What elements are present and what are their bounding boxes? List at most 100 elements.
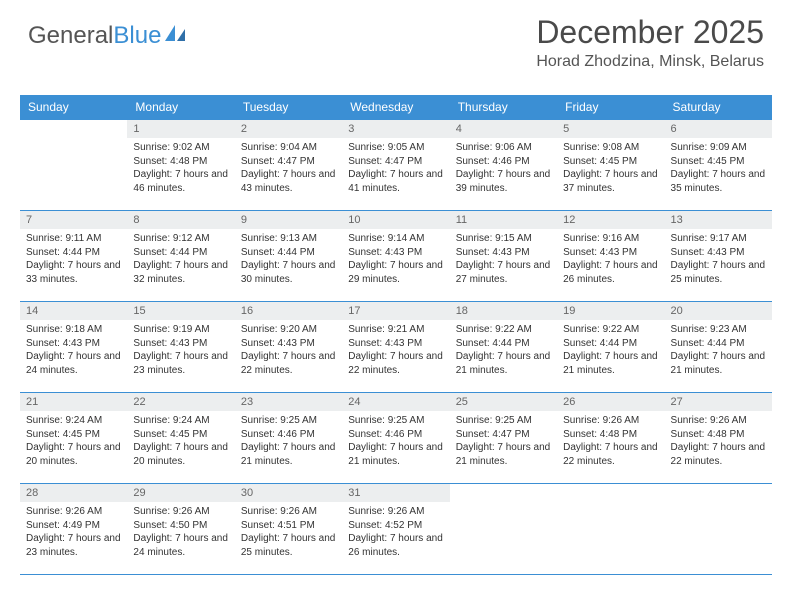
sunrise-line: Sunrise: 9:26 AM [563, 414, 658, 428]
day-details: Sunrise: 9:05 AMSunset: 4:47 PMDaylight:… [342, 138, 449, 201]
sunset-line: Sunset: 4:43 PM [241, 337, 336, 351]
day-number: 17 [342, 302, 449, 320]
calendar-cell [665, 484, 772, 574]
brand-part2: Blue [113, 22, 161, 50]
daylight-line: Daylight: 7 hours and 21 minutes. [241, 441, 336, 468]
day-number: 28 [20, 484, 127, 502]
sunrise-line: Sunrise: 9:09 AM [671, 141, 766, 155]
daylight-line: Daylight: 7 hours and 21 minutes. [456, 350, 551, 377]
daylight-line: Daylight: 7 hours and 20 minutes. [26, 441, 121, 468]
day-details: Sunrise: 9:15 AMSunset: 4:43 PMDaylight:… [450, 229, 557, 292]
weekday-header: Sunday [20, 100, 127, 114]
sunset-line: Sunset: 4:48 PM [563, 428, 658, 442]
day-details: Sunrise: 9:02 AMSunset: 4:48 PMDaylight:… [127, 138, 234, 201]
sunset-line: Sunset: 4:52 PM [348, 519, 443, 533]
sunset-line: Sunset: 4:44 PM [563, 337, 658, 351]
day-details: Sunrise: 9:26 AMSunset: 4:48 PMDaylight:… [665, 411, 772, 474]
calendar-cell: 6Sunrise: 9:09 AMSunset: 4:45 PMDaylight… [665, 120, 772, 210]
day-details: Sunrise: 9:22 AMSunset: 4:44 PMDaylight:… [450, 320, 557, 383]
sunrise-line: Sunrise: 9:16 AM [563, 232, 658, 246]
calendar-week: 1Sunrise: 9:02 AMSunset: 4:48 PMDaylight… [20, 119, 772, 211]
daylight-line: Daylight: 7 hours and 35 minutes. [671, 168, 766, 195]
sunset-line: Sunset: 4:43 PM [26, 337, 121, 351]
sunrise-line: Sunrise: 9:26 AM [133, 505, 228, 519]
day-number [557, 484, 664, 502]
calendar-week: 7Sunrise: 9:11 AMSunset: 4:44 PMDaylight… [20, 211, 772, 302]
brand-part1: General [28, 22, 113, 50]
day-number [665, 484, 772, 502]
sunset-line: Sunset: 4:45 PM [133, 428, 228, 442]
day-number: 13 [665, 211, 772, 229]
calendar-cell: 16Sunrise: 9:20 AMSunset: 4:43 PMDayligh… [235, 302, 342, 392]
sunrise-line: Sunrise: 9:25 AM [241, 414, 336, 428]
sunset-line: Sunset: 4:48 PM [133, 155, 228, 169]
day-details: Sunrise: 9:19 AMSunset: 4:43 PMDaylight:… [127, 320, 234, 383]
daylight-line: Daylight: 7 hours and 21 minutes. [671, 350, 766, 377]
sunset-line: Sunset: 4:44 PM [26, 246, 121, 260]
sunrise-line: Sunrise: 9:26 AM [26, 505, 121, 519]
day-number [450, 484, 557, 502]
sunrise-line: Sunrise: 9:13 AM [241, 232, 336, 246]
day-number: 23 [235, 393, 342, 411]
daylight-line: Daylight: 7 hours and 39 minutes. [456, 168, 551, 195]
calendar-cell: 23Sunrise: 9:25 AMSunset: 4:46 PMDayligh… [235, 393, 342, 483]
calendar-cell: 31Sunrise: 9:26 AMSunset: 4:52 PMDayligh… [342, 484, 449, 574]
day-number [20, 120, 127, 138]
weekday-header: Tuesday [235, 100, 342, 114]
calendar-cell: 12Sunrise: 9:16 AMSunset: 4:43 PMDayligh… [557, 211, 664, 301]
sunrise-line: Sunrise: 9:25 AM [348, 414, 443, 428]
day-details: Sunrise: 9:25 AMSunset: 4:46 PMDaylight:… [235, 411, 342, 474]
day-details: Sunrise: 9:12 AMSunset: 4:44 PMDaylight:… [127, 229, 234, 292]
daylight-line: Daylight: 7 hours and 23 minutes. [26, 532, 121, 559]
calendar-cell: 15Sunrise: 9:19 AMSunset: 4:43 PMDayligh… [127, 302, 234, 392]
daylight-line: Daylight: 7 hours and 25 minutes. [671, 259, 766, 286]
sunset-line: Sunset: 4:43 PM [563, 246, 658, 260]
day-number: 29 [127, 484, 234, 502]
sunset-line: Sunset: 4:47 PM [348, 155, 443, 169]
sunset-line: Sunset: 4:47 PM [241, 155, 336, 169]
day-details: Sunrise: 9:17 AMSunset: 4:43 PMDaylight:… [665, 229, 772, 292]
calendar-cell: 25Sunrise: 9:25 AMSunset: 4:47 PMDayligh… [450, 393, 557, 483]
sunrise-line: Sunrise: 9:22 AM [563, 323, 658, 337]
calendar-cell: 29Sunrise: 9:26 AMSunset: 4:50 PMDayligh… [127, 484, 234, 574]
day-number: 26 [557, 393, 664, 411]
day-details: Sunrise: 9:26 AMSunset: 4:48 PMDaylight:… [557, 411, 664, 474]
day-number: 27 [665, 393, 772, 411]
day-details: Sunrise: 9:13 AMSunset: 4:44 PMDaylight:… [235, 229, 342, 292]
calendar-cell: 9Sunrise: 9:13 AMSunset: 4:44 PMDaylight… [235, 211, 342, 301]
day-number: 11 [450, 211, 557, 229]
sunrise-line: Sunrise: 9:24 AM [133, 414, 228, 428]
day-number: 30 [235, 484, 342, 502]
sunset-line: Sunset: 4:46 PM [456, 155, 551, 169]
sunset-line: Sunset: 4:45 PM [671, 155, 766, 169]
brand-logo: GeneralBlue [28, 22, 191, 50]
sunset-line: Sunset: 4:51 PM [241, 519, 336, 533]
day-number: 2 [235, 120, 342, 138]
day-number: 22 [127, 393, 234, 411]
calendar-cell: 13Sunrise: 9:17 AMSunset: 4:43 PMDayligh… [665, 211, 772, 301]
sunset-line: Sunset: 4:46 PM [348, 428, 443, 442]
sunrise-line: Sunrise: 9:11 AM [26, 232, 121, 246]
sunrise-line: Sunrise: 9:18 AM [26, 323, 121, 337]
sunrise-line: Sunrise: 9:04 AM [241, 141, 336, 155]
sunset-line: Sunset: 4:44 PM [241, 246, 336, 260]
calendar-cell: 20Sunrise: 9:23 AMSunset: 4:44 PMDayligh… [665, 302, 772, 392]
month-title: December 2025 [536, 14, 764, 51]
day-details: Sunrise: 9:11 AMSunset: 4:44 PMDaylight:… [20, 229, 127, 292]
day-number: 20 [665, 302, 772, 320]
day-details: Sunrise: 9:04 AMSunset: 4:47 PMDaylight:… [235, 138, 342, 201]
daylight-line: Daylight: 7 hours and 26 minutes. [348, 532, 443, 559]
day-number: 3 [342, 120, 449, 138]
calendar-cell: 22Sunrise: 9:24 AMSunset: 4:45 PMDayligh… [127, 393, 234, 483]
day-number: 1 [127, 120, 234, 138]
sunrise-line: Sunrise: 9:15 AM [456, 232, 551, 246]
location-label: Horad Zhodzina, Minsk, Belarus [536, 53, 764, 71]
day-details: Sunrise: 9:16 AMSunset: 4:43 PMDaylight:… [557, 229, 664, 292]
weekday-header: Thursday [450, 100, 557, 114]
calendar-cell [450, 484, 557, 574]
daylight-line: Daylight: 7 hours and 32 minutes. [133, 259, 228, 286]
sunrise-line: Sunrise: 9:25 AM [456, 414, 551, 428]
sunset-line: Sunset: 4:43 PM [456, 246, 551, 260]
day-number: 21 [20, 393, 127, 411]
calendar-cell: 30Sunrise: 9:26 AMSunset: 4:51 PMDayligh… [235, 484, 342, 574]
